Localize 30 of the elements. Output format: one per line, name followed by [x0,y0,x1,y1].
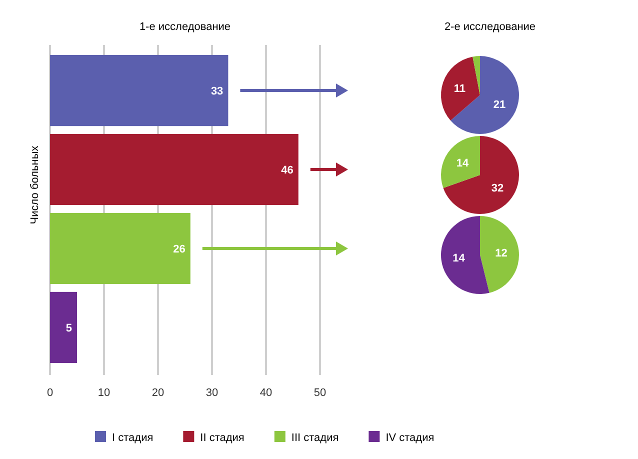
data-label: 21 [493,98,506,111]
x-tick-label: 0 [46,386,54,399]
pie-slice [450,56,519,134]
data-label: 12 [495,247,508,260]
chart-title: 2-е исследование [444,21,536,33]
legend-label: II стадия [200,432,244,444]
data-label: 14 [452,252,466,265]
pie-slice [441,216,490,294]
data-label: 33 [210,86,224,98]
data-label: 32 [491,182,504,194]
x-tick-label: 20 [152,386,164,399]
chart-title: 1-е исследование [139,21,231,33]
pie-slice [480,216,519,293]
data-label: 5 [66,322,72,334]
pie-slice [443,136,519,214]
x-tick-label: 50 [314,386,326,399]
x-tick-label: 30 [206,386,218,399]
legend-label: I стадия [112,432,154,444]
data-label: 26 [173,243,186,256]
data-label: 46 [281,164,294,177]
data-label: 14 [456,158,470,170]
pie-slice [472,56,480,95]
pie-slice [441,56,480,121]
x-tick-label: 40 [260,386,272,399]
y-axis-title: Число больных [29,145,41,224]
pie-slice [441,136,480,188]
legend-label: III стадия [291,432,339,444]
x-tick-label: 10 [98,386,110,399]
legend-label: IV стадия [386,432,434,444]
data-label: 11 [454,82,466,95]
